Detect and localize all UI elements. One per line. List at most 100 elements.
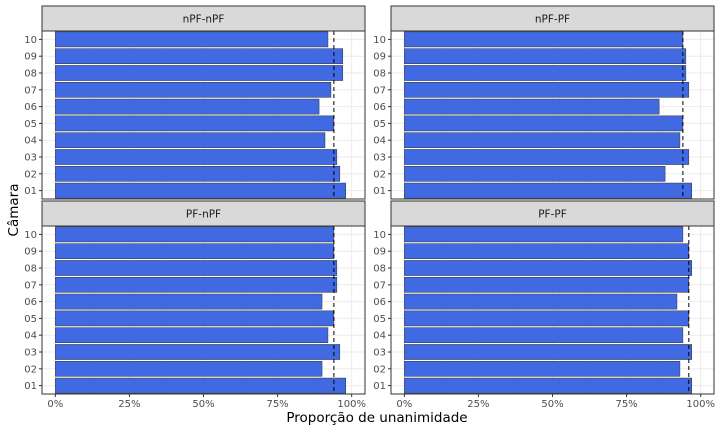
facet-strip-label: nPF-PF xyxy=(535,14,570,26)
y-tick-label: 07 xyxy=(373,85,386,96)
bar-PF-nPF-03 xyxy=(55,344,341,360)
y-tick-label: 08 xyxy=(373,69,386,80)
y-tick-label: 05 xyxy=(24,119,37,130)
y-tick-label: 04 xyxy=(373,331,386,342)
facet-strip-label: PF-PF xyxy=(538,209,567,221)
y-tick-label: 01 xyxy=(24,381,37,392)
y-tick-label: 08 xyxy=(373,264,386,275)
facet-panel-nPF-PF: nPF-PF 01 02 03 04 05 06 07 08 09 10 xyxy=(373,5,715,200)
bar-nPF-PF-09 xyxy=(404,48,687,65)
bar-PF-PF-07 xyxy=(404,276,690,293)
x-tick-label: 75% xyxy=(266,399,288,410)
x-axis-title: Proporção de unanimidade xyxy=(286,410,467,426)
bar-nPF-PF-01 xyxy=(404,182,693,199)
bar-PF-nPF-04 xyxy=(55,327,329,344)
x-tick-label: 75% xyxy=(615,399,637,410)
y-tick-label: 06 xyxy=(24,102,37,113)
bar-PF-PF-03 xyxy=(404,344,693,360)
y-tick-label: 01 xyxy=(373,381,386,392)
x-tick-label: 50% xyxy=(192,399,214,410)
bar-PF-PF-01 xyxy=(404,377,693,394)
y-tick-label: 02 xyxy=(373,169,386,180)
bar-nPF-nPF-10 xyxy=(55,31,329,48)
y-axis-title: Câmara xyxy=(6,184,22,237)
bar-nPF-nPF-04 xyxy=(55,132,326,149)
bar-nPF-nPF-01 xyxy=(55,182,346,199)
y-tick-label: 10 xyxy=(373,35,386,46)
y-tick-label: 09 xyxy=(24,247,37,258)
bar-nPF-PF-02 xyxy=(404,165,666,182)
bar-nPF-PF-03 xyxy=(404,149,690,165)
bar-nPF-PF-05 xyxy=(404,115,684,132)
y-tick-label: 08 xyxy=(24,264,37,275)
bar-PF-nPF-09 xyxy=(55,243,335,260)
bar-nPF-PF-10 xyxy=(404,31,684,48)
facet-strip xyxy=(390,200,715,227)
y-tick-label: 02 xyxy=(24,364,37,375)
panel-border xyxy=(390,30,715,200)
y-tick-label: 07 xyxy=(24,85,37,96)
bar-nPF-nPF-05 xyxy=(55,115,335,132)
facet-strip xyxy=(41,200,366,227)
bar-PF-PF-02 xyxy=(404,360,681,377)
y-tick-label: 08 xyxy=(24,69,37,80)
facet-strip xyxy=(41,5,366,32)
bar-PF-PF-08 xyxy=(404,260,693,276)
y-tick-label: 09 xyxy=(24,52,37,63)
y-tick-label: 10 xyxy=(24,35,37,46)
bar-PF-PF-06 xyxy=(404,293,678,310)
bar-nPF-nPF-07 xyxy=(55,81,332,98)
bar-PF-nPF-02 xyxy=(55,360,323,377)
x-tick-label: 25% xyxy=(467,399,489,410)
bar-nPF-nPF-09 xyxy=(55,48,344,65)
y-tick-label: 04 xyxy=(24,136,37,147)
facet-strip-label: PF-nPF xyxy=(186,209,221,221)
y-tick-label: 06 xyxy=(373,102,386,113)
bar-nPF-nPF-03 xyxy=(55,149,338,165)
y-tick-label: 06 xyxy=(373,297,386,308)
y-tick-label: 03 xyxy=(373,153,386,164)
bar-PF-nPF-01 xyxy=(55,377,346,394)
bar-nPF-PF-08 xyxy=(404,65,687,81)
y-tick-label: 09 xyxy=(373,247,386,258)
bar-nPF-PF-07 xyxy=(404,81,690,98)
y-tick-label: 04 xyxy=(373,136,386,147)
y-tick-label: 03 xyxy=(373,348,386,359)
bar-nPF-PF-06 xyxy=(404,98,660,115)
bar-PF-PF-09 xyxy=(404,243,690,260)
facet-strip xyxy=(390,5,715,32)
bar-PF-nPF-07 xyxy=(55,276,338,293)
bar-PF-nPF-10 xyxy=(55,226,335,243)
y-tick-label: 10 xyxy=(24,230,37,241)
y-tick-label: 05 xyxy=(373,314,386,325)
y-tick-label: 09 xyxy=(373,52,386,63)
bar-PF-PF-10 xyxy=(404,226,684,243)
bar-nPF-nPF-06 xyxy=(55,98,320,115)
y-tick-label: 03 xyxy=(24,348,37,359)
y-tick-label: 05 xyxy=(373,119,386,130)
y-tick-label: 10 xyxy=(373,230,386,241)
bar-PF-nPF-05 xyxy=(55,310,335,327)
bar-PF-nPF-06 xyxy=(55,293,323,310)
bar-PF-PF-04 xyxy=(404,327,684,344)
bar-nPF-PF-04 xyxy=(404,132,681,149)
facet-strip-label: nPF-nPF xyxy=(183,14,225,26)
y-tick-label: 03 xyxy=(24,153,37,164)
x-tick-label: 25% xyxy=(118,399,140,410)
bar-nPF-nPF-08 xyxy=(55,65,344,81)
bar-PF-nPF-08 xyxy=(55,260,338,276)
panel-border xyxy=(41,30,366,200)
y-tick-label: 04 xyxy=(24,331,37,342)
x-tick-label: 100% xyxy=(686,399,715,410)
y-tick-label: 01 xyxy=(24,186,37,197)
y-tick-label: 07 xyxy=(24,280,37,291)
x-tick-label: 100% xyxy=(337,399,366,410)
x-tick-label: 50% xyxy=(541,399,563,410)
bar-PF-PF-05 xyxy=(404,310,690,327)
y-tick-label: 05 xyxy=(24,314,37,325)
x-tick-label: 0% xyxy=(396,399,412,410)
y-tick-label: 07 xyxy=(373,280,386,291)
